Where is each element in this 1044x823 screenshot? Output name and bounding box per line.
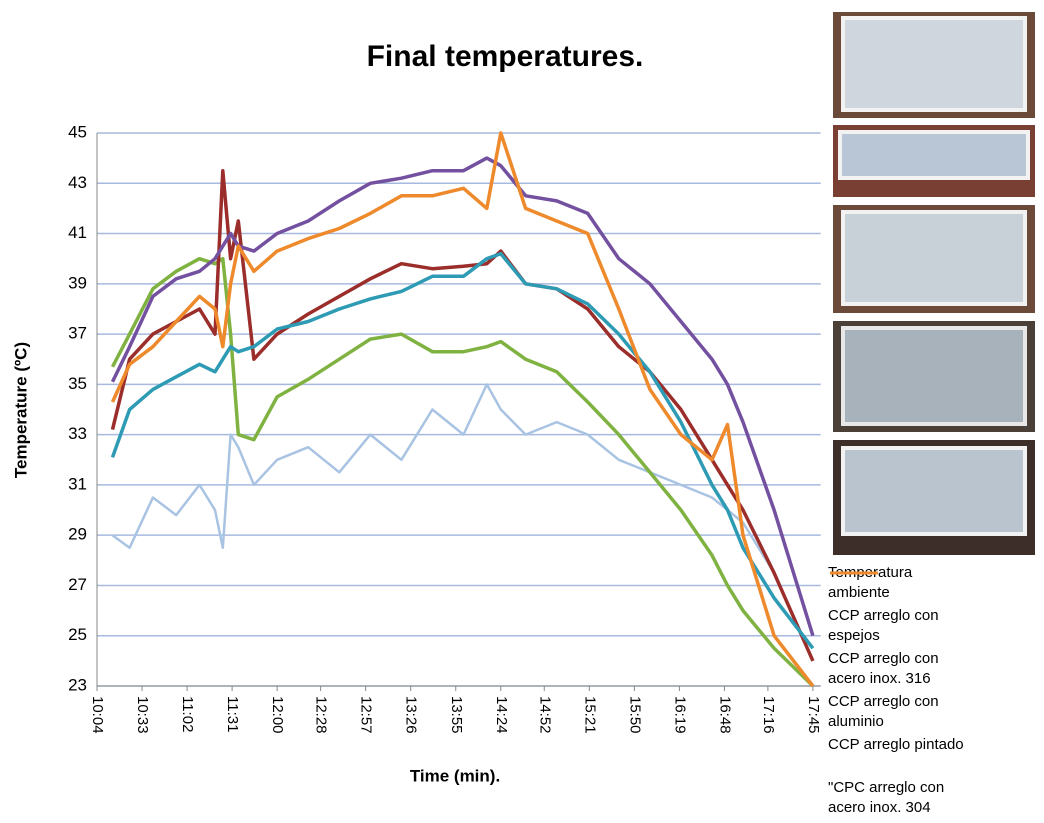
x-tick-label: 15:21: [581, 696, 598, 734]
y-tick-label: 33: [68, 424, 87, 443]
series-line: [111, 383, 776, 574]
legend-label: CCP arreglo con espejos: [828, 607, 939, 644]
x-tick-label: 12:57: [358, 696, 375, 734]
legend-label: CCP arreglo pintado: [828, 736, 964, 753]
series-line: [110, 131, 815, 688]
x-tick-label: 15:50: [626, 696, 643, 734]
legend-item: CCP arreglo pintado: [828, 571, 1038, 778]
y-tick-label: 31: [68, 474, 87, 493]
y-tick-label: 39: [68, 273, 87, 292]
x-axis-label: Time (min).: [410, 766, 500, 785]
y-tick-label: 37: [68, 324, 87, 343]
photo-collector: [838, 130, 1030, 180]
legend: Temperatura ambiente CCP arreglo con espe…: [828, 563, 1038, 821]
series-line: [110, 156, 815, 637]
y-axis-label: Temperature (ºC): [11, 342, 30, 478]
photo-collector: [841, 210, 1027, 306]
x-tick-label: 11:31: [224, 696, 241, 732]
x-tick-label: 14:52: [536, 696, 553, 734]
legend-label: CCP arreglo con acero inox. 316: [828, 650, 939, 687]
y-tick-label: 41: [68, 223, 87, 242]
chart-title: Final temperatures.: [367, 40, 644, 73]
y-tick-label: 23: [68, 675, 87, 694]
legend-item: CCP arreglo con acero inox. 316: [828, 571, 1038, 692]
photos: [833, 12, 1035, 555]
x-tick-label: 11:02: [179, 696, 196, 732]
photo-collector: [841, 16, 1027, 112]
photo-collector: [841, 326, 1027, 426]
y-tick-label: 25: [68, 625, 87, 644]
legend-item: "CPC arreglo con acero inox. 304: [828, 571, 1038, 821]
x-tick-label: 12:00: [269, 696, 286, 734]
y-tick-label: 27: [68, 575, 87, 594]
x-tick-label: 16:19: [671, 696, 688, 734]
legend-swatch: [830, 571, 878, 575]
x-tick-label: 14:24: [493, 696, 510, 734]
x-tick-label: 17:45: [805, 696, 822, 734]
x-tick-label: 13:55: [448, 696, 465, 734]
legend-label: CCP arreglo con aluminio: [828, 693, 939, 730]
photo-collector: [841, 446, 1027, 536]
x-tick-label: 10:33: [134, 696, 151, 734]
y-tick-label: 29: [68, 525, 87, 544]
x-tick-label: 17:16: [760, 696, 777, 734]
x-tick-label: 10:04: [89, 696, 106, 734]
y-tick-label: 43: [68, 173, 87, 192]
y-tick-label: 35: [68, 374, 87, 393]
x-tick-label: 12:28: [313, 696, 330, 734]
legend-item: CCP arreglo con aluminio: [828, 571, 1038, 735]
series-line: [110, 168, 815, 662]
x-tick-label: 13:26: [403, 696, 420, 734]
legend-item: CCP arreglo con espejos: [828, 571, 1038, 649]
x-tick-label: 16:48: [716, 696, 733, 734]
legend-label: "CPC arreglo con acero inox. 304: [828, 779, 945, 816]
y-tick-label: 45: [68, 122, 87, 141]
series-line: [110, 251, 815, 650]
